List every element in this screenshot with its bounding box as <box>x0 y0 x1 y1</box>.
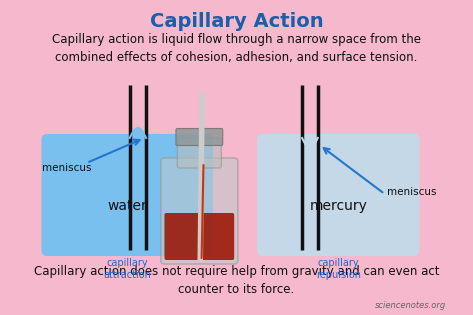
Polygon shape <box>130 128 146 140</box>
FancyBboxPatch shape <box>42 134 213 256</box>
Text: sciencenotes.org: sciencenotes.org <box>375 301 446 310</box>
FancyBboxPatch shape <box>176 129 223 146</box>
Text: Capillary action does not require help from gravity and can even act
counter to : Capillary action does not require help f… <box>34 265 439 296</box>
FancyBboxPatch shape <box>177 138 221 168</box>
Text: capillary
attraction: capillary attraction <box>104 258 151 280</box>
Text: meniscus: meniscus <box>43 163 92 173</box>
FancyBboxPatch shape <box>165 213 234 260</box>
Text: mercury: mercury <box>309 199 368 213</box>
Text: capillary
repulsion: capillary repulsion <box>316 258 361 280</box>
Text: meniscus: meniscus <box>386 187 436 197</box>
Text: Capillary Action: Capillary Action <box>149 12 324 31</box>
Polygon shape <box>302 138 318 148</box>
FancyBboxPatch shape <box>257 134 420 256</box>
FancyBboxPatch shape <box>161 158 238 264</box>
Text: water: water <box>107 199 147 213</box>
Text: Capillary action is liquid flow through a narrow space from the
combined effects: Capillary action is liquid flow through … <box>52 33 421 64</box>
